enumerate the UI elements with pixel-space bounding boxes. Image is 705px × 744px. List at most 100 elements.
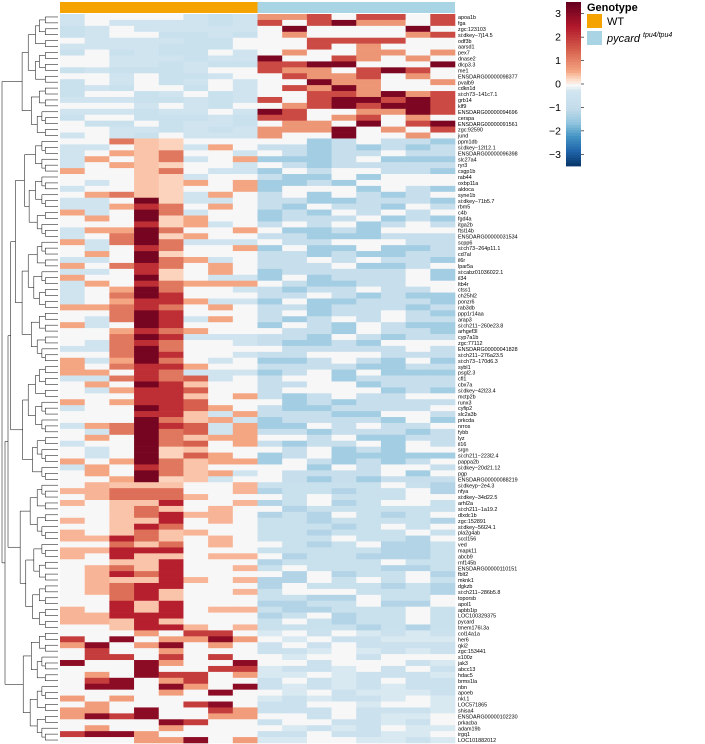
heatmap-cell	[60, 689, 85, 696]
heatmap-cell	[405, 108, 431, 116]
gene-label: si:dkey−7j14.5	[458, 33, 493, 39]
heatmap-cell	[183, 541, 209, 548]
heatmap-cell	[306, 197, 332, 204]
heatmap-cell	[356, 156, 382, 163]
heatmap-cell	[257, 162, 283, 169]
heatmap-cell	[134, 422, 160, 430]
heatmap-cell	[60, 203, 85, 210]
heatmap-cell	[430, 221, 456, 228]
heatmap-cell	[282, 280, 308, 287]
heatmap-cell	[257, 630, 283, 637]
genotype-superscript: tpu4/tpu4	[643, 32, 672, 39]
heatmap-cell	[282, 14, 308, 21]
heatmap-cell	[183, 85, 209, 92]
heatmap-cell	[331, 239, 357, 246]
heatmap-cell	[306, 168, 332, 175]
gene-label: zgc:123103	[458, 27, 486, 33]
heatmap-cell	[306, 91, 332, 98]
heatmap-cell	[380, 174, 406, 181]
heatmap-cell	[306, 505, 332, 513]
heatmap-cell	[232, 108, 258, 116]
heatmap-cell	[134, 458, 160, 465]
heatmap-cell	[60, 505, 85, 513]
heatmap-cell	[158, 535, 184, 542]
heatmap-cell	[158, 120, 184, 127]
heatmap-cell	[84, 322, 110, 329]
heatmap-cell	[430, 440, 456, 447]
heatmap-cell	[405, 565, 431, 572]
heatmap-cell	[430, 660, 456, 667]
heatmap-cell	[257, 612, 283, 619]
heatmap-cell	[257, 221, 283, 228]
heatmap-cell	[208, 422, 234, 430]
gene-label: csgp1b	[458, 169, 475, 175]
heatmap-cell	[380, 517, 406, 525]
heatmap-cell	[158, 737, 184, 744]
heatmap-cell	[430, 452, 456, 459]
heatmap-cell	[282, 671, 308, 679]
heatmap-cell	[257, 185, 283, 193]
heatmap-cell	[158, 49, 184, 56]
colorbar-step	[566, 127, 581, 131]
heatmap-cell	[331, 642, 357, 649]
gene-label: si:ch211−223l2.4	[458, 454, 499, 460]
heatmap-cell	[306, 328, 332, 335]
heatmap-cell	[282, 636, 308, 643]
heatmap-cell	[208, 292, 234, 299]
heatmap-cell	[84, 606, 110, 613]
heatmap-cell	[109, 541, 135, 548]
heatmap-cell	[60, 197, 85, 204]
heatmap-cell	[306, 488, 332, 495]
heatmap-cell	[306, 298, 332, 305]
heatmap-cell	[232, 96, 258, 104]
heatmap-cell	[183, 458, 209, 465]
heatmap-cell	[306, 262, 332, 270]
heatmap-cell	[306, 345, 332, 353]
heatmap-cell	[331, 328, 357, 335]
heatmap-cell	[183, 239, 209, 246]
genotype-legend-label: pycard tpu4/tpu4	[606, 32, 672, 45]
heatmap-cell	[331, 345, 357, 353]
heatmap-cell	[282, 262, 308, 270]
heatmap-cell	[158, 399, 184, 406]
heatmap-cell	[405, 434, 431, 442]
heatmap-cell	[405, 245, 431, 252]
heatmap-cell	[430, 428, 456, 436]
heatmap-cell	[134, 446, 160, 453]
heatmap-cell	[208, 719, 234, 726]
heatmap-cell	[331, 209, 357, 216]
heatmap-cell	[208, 197, 234, 204]
heatmap-cell	[282, 713, 308, 720]
heatmap-cell	[331, 322, 357, 329]
heatmap-cell	[306, 108, 332, 116]
heatmap-cell	[306, 577, 332, 584]
heatmap-cell	[208, 482, 234, 489]
heatmap-cell	[183, 174, 209, 181]
heatmap-cell	[331, 191, 357, 199]
heatmap-cell	[134, 245, 160, 252]
gene-label: prkacba	[458, 720, 477, 726]
heatmap-cell	[430, 683, 456, 690]
heatmap-cell	[380, 209, 406, 216]
heatmap-cell	[134, 618, 160, 625]
heatmap-cell	[183, 357, 209, 364]
heatmap-cell	[208, 428, 234, 436]
heatmap-cell	[109, 280, 135, 287]
heatmap-cell	[208, 606, 234, 613]
heatmap-cell	[183, 144, 209, 151]
heatmap-cell	[208, 144, 234, 151]
heatmap-cell	[380, 636, 406, 643]
heatmap-cell	[232, 505, 258, 513]
heatmap-cell	[134, 221, 160, 228]
heatmap-cell	[232, 452, 258, 459]
heatmap-cell	[232, 179, 258, 187]
heatmap-cell	[134, 120, 160, 127]
heatmap-cell	[380, 351, 406, 359]
heatmap-cell	[356, 96, 382, 104]
heatmap-cell	[331, 162, 357, 169]
heatmap-cell	[60, 268, 85, 276]
heatmap-cell	[109, 553, 135, 560]
heatmap-cell	[134, 79, 160, 86]
heatmap-cell	[282, 588, 308, 596]
heatmap-cell	[183, 719, 209, 726]
